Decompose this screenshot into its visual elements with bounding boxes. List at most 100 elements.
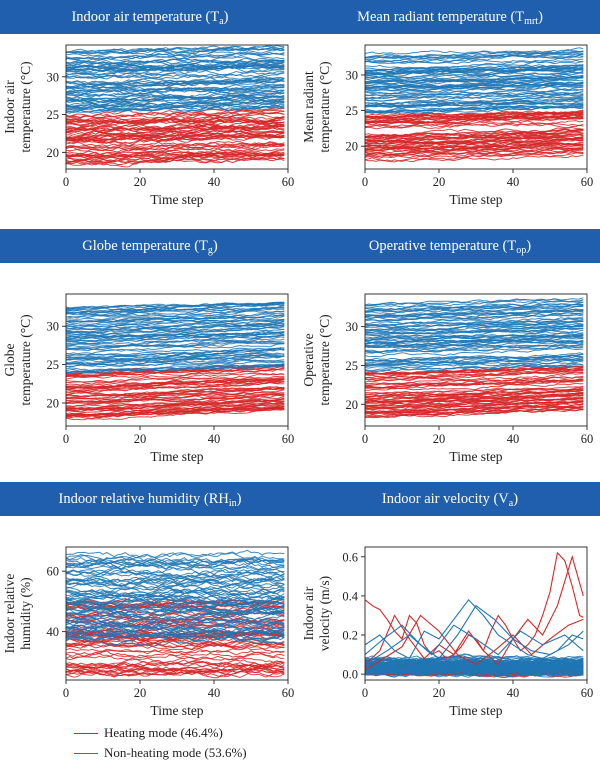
- series-line-non_heating: [365, 75, 584, 84]
- series-line-heating: [66, 387, 285, 399]
- x-tick-label: 20: [134, 686, 147, 700]
- series-line-non_heating: [365, 61, 584, 70]
- series-line-non_heating: [365, 343, 584, 353]
- series-lines-tmrt: [365, 47, 584, 163]
- x-tick-label: 20: [134, 432, 147, 446]
- series-line-heating: [66, 380, 285, 394]
- series-line-non_heating: [365, 329, 584, 339]
- series-line-non_heating: [66, 607, 285, 616]
- series-line-non_heating: [66, 575, 285, 587]
- series-line-non_heating: [66, 577, 285, 588]
- series-line-heating: [66, 393, 285, 403]
- y-tick-label: 60: [47, 565, 60, 579]
- y-axis-label-line-1: Indoor air: [2, 80, 17, 134]
- title-band-row-3: [0, 482, 600, 516]
- y-tick-label: 0.0: [342, 668, 358, 682]
- series-line-non_heating: [66, 327, 285, 336]
- series-line-heating: [365, 144, 584, 152]
- y-tick-label: 25: [346, 104, 359, 118]
- spike-line-heating: [365, 554, 584, 666]
- series-line-heating: [66, 650, 285, 665]
- x-tick-label: 0: [63, 432, 69, 446]
- x-tick-label: 60: [581, 686, 594, 700]
- x-axis-label: Time step: [150, 703, 203, 718]
- series-lines-top: [365, 297, 584, 419]
- series-lines-va: [365, 551, 584, 678]
- panel-title-va: Indoor air velocity (Va): [381, 491, 519, 509]
- series-line-non_heating: [66, 554, 285, 566]
- series-line-non_heating: [66, 343, 285, 352]
- series-line-heating: [365, 365, 584, 375]
- series-line-heating: [66, 381, 285, 392]
- x-tick-label: 0: [63, 175, 69, 189]
- y-tick-label: 30: [47, 320, 60, 334]
- series-line-non_heating: [66, 587, 285, 596]
- series-line-heating: [66, 142, 285, 153]
- series-line-non_heating: [66, 333, 285, 344]
- series-line-non_heating: [66, 79, 285, 88]
- series-line-non_heating: [66, 99, 285, 110]
- x-tick-label: 40: [507, 686, 520, 700]
- series-line-heating: [66, 373, 285, 384]
- series-line-non_heating: [66, 363, 285, 374]
- series-line-non_heating: [66, 334, 285, 345]
- series-line-non_heating: [365, 68, 584, 76]
- spike-line-heating: [365, 614, 584, 671]
- x-tick-label: 40: [208, 686, 221, 700]
- series-line-non_heating: [365, 309, 584, 318]
- series-line-heating: [66, 639, 285, 649]
- series-line-heating: [66, 669, 285, 678]
- y-tick-label: 20: [47, 146, 60, 160]
- x-tick-label: 60: [581, 175, 594, 189]
- panel-title-tmrt: Mean radiant temperature (Tmrt): [357, 9, 543, 27]
- series-line-non_heating: [66, 46, 285, 55]
- y-axis-label-line-2: humidity (%): [18, 577, 33, 649]
- series-line-non_heating: [66, 580, 285, 588]
- series-line-non_heating: [365, 72, 584, 81]
- series-line-non_heating: [66, 592, 285, 603]
- series-line-non_heating: [66, 612, 285, 623]
- y-axis-label-line-2: temperature (°C): [317, 314, 332, 405]
- series-line-non_heating: [66, 364, 285, 373]
- series-line-non_heating: [365, 53, 584, 59]
- series-line-non_heating: [66, 549, 285, 562]
- series-line-non_heating: [66, 618, 285, 630]
- series-line-heating: [365, 144, 584, 154]
- series-line-heating: [365, 385, 584, 394]
- series-line-heating: [66, 398, 285, 411]
- series-line-non_heating: [66, 611, 285, 621]
- y-tick-label: 25: [346, 359, 359, 373]
- series-line-heating: [365, 147, 584, 156]
- chart-tg: 0 20 40 60 20 25 30 Time step Globe temperature (…: [2, 293, 294, 464]
- series-line-non_heating: [365, 358, 584, 367]
- series-line-non_heating: [66, 340, 285, 351]
- series-line-non_heating: [66, 105, 285, 113]
- series-line-non_heating: [66, 323, 285, 334]
- panel-title-rhin: Indoor relative humidity (RHin): [58, 491, 242, 509]
- series-line-non_heating: [66, 566, 285, 580]
- y-axis-label-line-1: Mean radiant: [301, 71, 316, 143]
- plot-frame-ta: [65, 44, 289, 170]
- series-line-non_heating: [66, 77, 285, 84]
- series-line-heating: [66, 386, 285, 400]
- series-line-non_heating: [66, 355, 285, 365]
- y-tick-label: 30: [346, 68, 359, 82]
- series-line-non_heating: [66, 358, 285, 366]
- x-tick-label: 0: [63, 686, 69, 700]
- x-tick-label: 40: [507, 432, 520, 446]
- series-line-non_heating: [365, 67, 584, 76]
- series-line-non_heating: [365, 88, 584, 97]
- series-line-non_heating: [365, 344, 584, 354]
- series-line-heating: [365, 375, 584, 385]
- series-line-non_heating: [66, 624, 285, 638]
- series-line-non_heating: [365, 667, 584, 677]
- x-tick-label: 20: [433, 175, 446, 189]
- series-line-non_heating: [365, 335, 584, 344]
- series-line-heating: [365, 134, 584, 143]
- series-line-heating: [66, 116, 285, 126]
- series-line-non_heating: [66, 581, 285, 591]
- series-line-non_heating: [66, 348, 285, 359]
- series-line-non_heating: [66, 72, 285, 80]
- series-line-non_heating: [365, 347, 584, 358]
